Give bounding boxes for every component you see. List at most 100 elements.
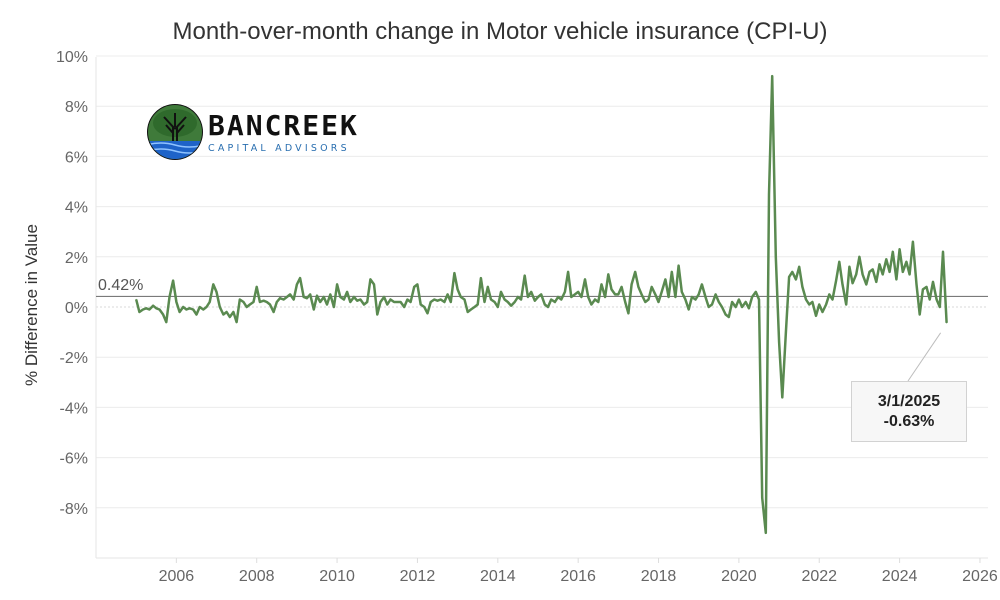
data-point: [540, 293, 542, 295]
data-point: [366, 301, 368, 303]
data-point: [185, 308, 187, 311]
data-point: [942, 251, 944, 253]
data-point: [771, 75, 773, 77]
data-point: [319, 301, 321, 303]
data-point: [199, 306, 201, 308]
data-point: [835, 280, 837, 282]
data-point: [165, 321, 167, 323]
data-point: [925, 286, 928, 288]
data-point: [363, 303, 365, 306]
data-point: [614, 293, 616, 295]
data-point: [848, 266, 851, 268]
data-point: [158, 308, 161, 311]
y-tick-label: 8%: [65, 99, 88, 116]
data-point: [775, 256, 777, 258]
data-point: [229, 316, 231, 318]
y-axis-label: % Difference in Value: [22, 224, 41, 386]
data-point: [691, 296, 693, 298]
data-point: [624, 301, 626, 303]
data-point: [852, 282, 854, 284]
data-point: [286, 296, 288, 298]
data-point: [313, 308, 315, 311]
data-point: [704, 296, 707, 298]
data-point: [946, 322, 948, 324]
data-point: [631, 283, 633, 285]
y-tick-label: -2%: [60, 350, 88, 367]
axes: [95, 57, 988, 559]
logo-name: BANCREEK: [208, 109, 359, 142]
data-point: [517, 296, 519, 298]
x-tick-label: 2008: [239, 568, 275, 585]
data-point: [256, 286, 258, 288]
annotation-value: -0.63%: [883, 413, 935, 430]
data-point: [135, 298, 137, 301]
data-point: [674, 296, 677, 298]
data-point: [383, 296, 385, 298]
data-point: [356, 300, 358, 302]
data-point: [212, 283, 214, 285]
data-point: [406, 298, 408, 301]
data-point: [273, 311, 275, 313]
data-point: [416, 283, 418, 285]
annotation-leader: [907, 332, 942, 382]
data-point: [457, 288, 459, 290]
data-point: [460, 296, 462, 298]
data-point: [393, 301, 395, 303]
data-point: [748, 307, 750, 309]
data-point: [621, 286, 623, 288]
data-point: [530, 291, 532, 293]
data-point: [205, 306, 208, 308]
data-point: [463, 298, 466, 301]
data-point: [868, 271, 871, 273]
data-point: [878, 263, 881, 265]
data-point: [179, 311, 181, 313]
data-point: [299, 277, 301, 279]
data-point: [567, 271, 569, 273]
data-point: [617, 293, 619, 295]
data-point: [430, 301, 432, 303]
data-point: [279, 297, 281, 299]
data-point: [932, 281, 934, 283]
y-tick-labels: 10% 8% 6% 4% 2% 0% -2% -4% -6% -8%: [56, 49, 88, 518]
data-point: [902, 271, 904, 273]
data-point: [838, 261, 840, 263]
data-point: [168, 296, 171, 298]
data-point: [477, 303, 479, 306]
data-point: [142, 308, 144, 311]
data-point: [420, 303, 422, 306]
data-point: [473, 306, 476, 308]
data-point: [664, 278, 667, 280]
data-point: [413, 286, 415, 288]
data-point: [684, 298, 687, 301]
data-point: [323, 296, 325, 298]
data-point: [899, 248, 901, 250]
data-point: [580, 296, 583, 298]
data-point: [155, 307, 157, 309]
data-point: [259, 301, 261, 303]
data-point: [681, 291, 683, 293]
data-point: [781, 396, 783, 398]
data-point: [701, 283, 703, 285]
data-point: [678, 265, 680, 267]
data-point: [745, 301, 747, 303]
data-point: [289, 293, 291, 295]
data-point: [885, 258, 887, 260]
data-point: [389, 298, 392, 301]
data-point: [768, 193, 770, 195]
annotation-callout: 3/1/2025 -0.63%: [851, 381, 967, 442]
data-point: [688, 308, 690, 311]
data-point: [718, 301, 720, 303]
data-point: [326, 303, 328, 306]
data-point: [400, 301, 402, 303]
data-point: [353, 296, 355, 298]
x-tick-label: 2006: [159, 568, 195, 585]
data-point: [721, 306, 723, 308]
data-point: [560, 298, 562, 301]
data-point: [828, 293, 830, 295]
data-point: [801, 286, 804, 288]
data-point: [641, 293, 643, 295]
data-point: [825, 303, 827, 306]
data-point: [818, 303, 820, 306]
data-point: [939, 306, 941, 308]
data-point: [175, 301, 177, 303]
